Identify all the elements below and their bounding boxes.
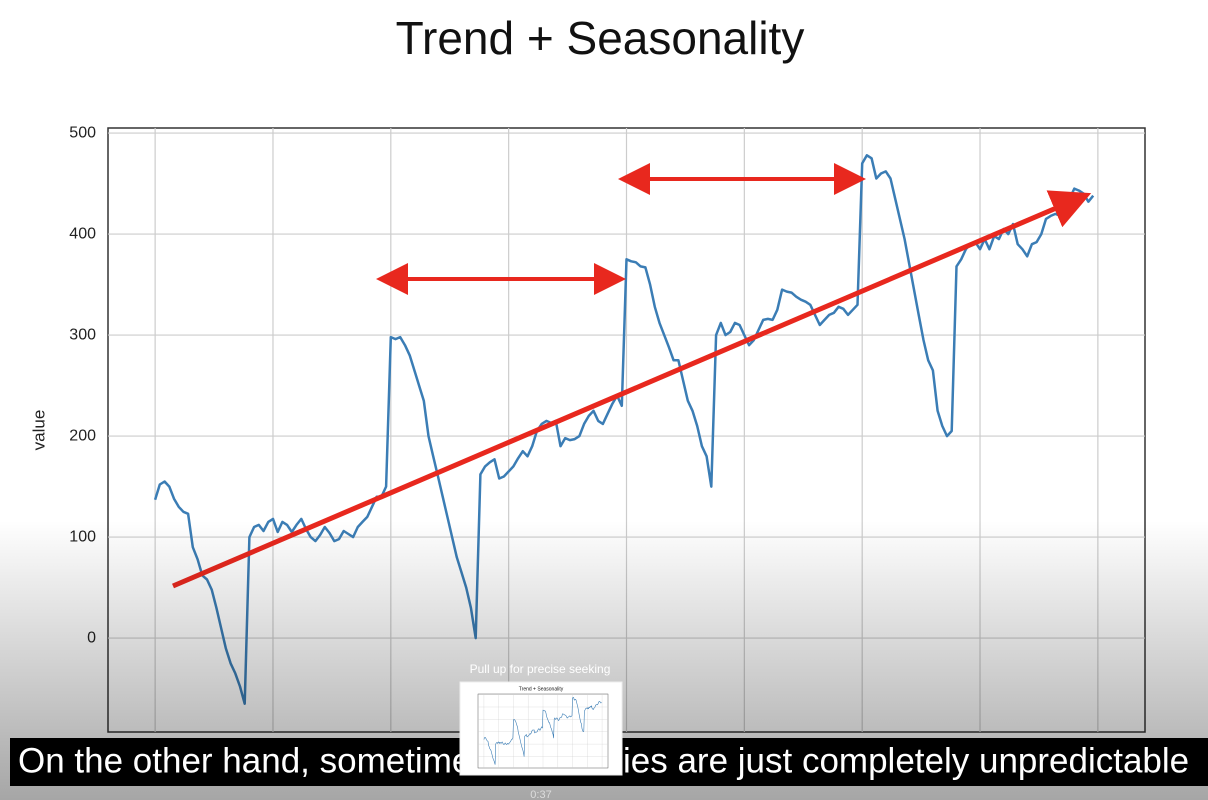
- timestamp: 0:37: [530, 789, 551, 800]
- y-tick-label: 200: [69, 427, 96, 444]
- data-line: [483, 697, 602, 765]
- y-tick-label: 400: [69, 225, 96, 242]
- y-tick-label: 300: [69, 326, 96, 343]
- y-axis-label: value: [29, 410, 48, 451]
- y-tick-label: 500: [69, 124, 96, 141]
- seek-hint: Pull up for precise seeking: [470, 662, 611, 676]
- thumbnail-title: Trend + Seasonality: [519, 686, 564, 692]
- chart-title: Trend + Seasonality: [396, 12, 805, 64]
